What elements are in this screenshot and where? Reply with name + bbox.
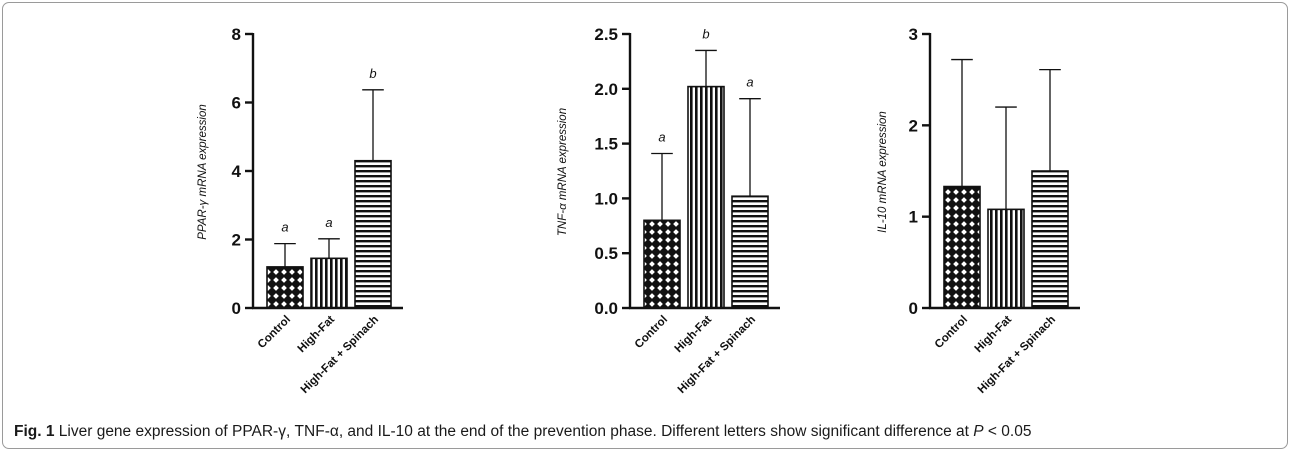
category-label: Control (256, 314, 293, 351)
category-label: High-Fat + Spinach (299, 314, 381, 396)
y-tick-label: 2 (909, 116, 918, 135)
category-label: High-Fat (973, 314, 1015, 356)
bar-1 (943, 185, 981, 309)
chart-2: 0.0 0.5 1.0 1.5 2.0 2.5 TNF-α mRNA expression a… (557, 25, 780, 396)
significance-label: a (658, 129, 665, 144)
y-tick-label: 4 (232, 162, 242, 181)
y-tick-label: 2.0 (594, 80, 618, 99)
significance-label: a (281, 220, 288, 235)
y-tick-label: 0 (909, 299, 918, 318)
y-tick-label: 2.5 (594, 25, 618, 44)
y-tick-label: 8 (232, 25, 241, 44)
significance-label: a (325, 215, 332, 230)
chart-3: 0 1 2 3 IL-10 mRNA expression Control High-Fat… (877, 25, 1080, 396)
chart-1: 0 2 4 6 8 PPAR-γ mRNA expression a Control a High… (197, 25, 403, 396)
y-axis-label: IL-10 mRNA expression (877, 111, 889, 233)
y-tick-label: 1.0 (594, 189, 618, 208)
category-label: High-Fat (673, 314, 715, 356)
category-label: High-Fat (296, 314, 338, 356)
y-axis-label: PPAR-γ mRNA expression (197, 104, 209, 239)
y-tick-label: 6 (232, 94, 241, 113)
y-tick-label: 2 (232, 231, 241, 250)
category-label: High-Fat + Spinach (976, 314, 1058, 396)
bar-1 (643, 219, 681, 309)
figure-caption: Fig. 1 Liver gene expression of PPAR-γ, … (14, 423, 1284, 441)
caption-label: Fig. 1 (14, 423, 55, 440)
y-tick-label: 0 (232, 299, 241, 318)
y-tick-label: 1 (909, 208, 918, 227)
bar-3 (1031, 170, 1069, 309)
caption-tail: < 0.05 (983, 423, 1032, 440)
figure-charts: 0 2 4 6 8 PPAR-γ mRNA expression a Control a High… (197, 25, 1080, 396)
y-tick-label: 0.0 (594, 299, 618, 318)
bar-3 (354, 159, 392, 309)
y-axis-label: TNF-α mRNA expression (557, 108, 569, 236)
bar-2 (310, 257, 348, 309)
bar-1 (266, 266, 304, 309)
caption-text: Liver gene expression of PPAR-γ, TNF-α, … (54, 423, 974, 440)
category-label: High-Fat + Spinach (676, 314, 758, 396)
category-label: Control (933, 314, 970, 351)
caption-p-symbol: P (973, 423, 984, 440)
category-label: Control (633, 314, 670, 351)
significance-label: b (702, 26, 709, 41)
bar-2 (987, 208, 1025, 309)
significance-label: b (369, 66, 376, 81)
significance-label: a (746, 75, 753, 90)
y-tick-label: 1.5 (594, 135, 618, 154)
bar-3 (731, 195, 769, 309)
y-tick-label: 0.5 (594, 244, 618, 263)
y-tick-label: 3 (909, 25, 918, 44)
bar-2 (687, 85, 725, 309)
